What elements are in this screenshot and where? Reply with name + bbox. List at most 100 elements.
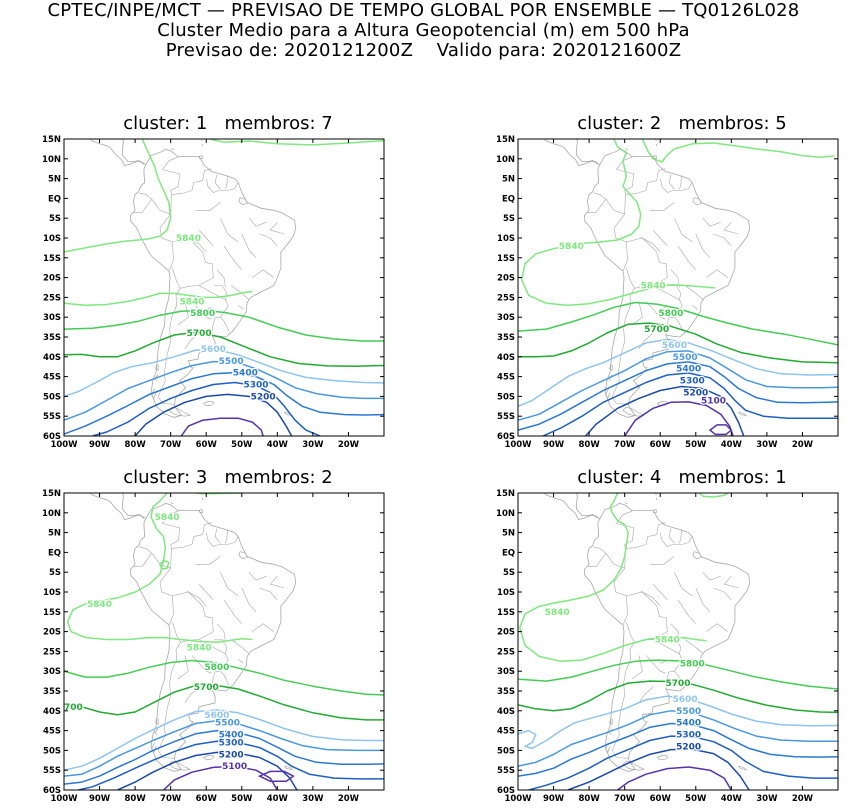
map-panel-4: 58405840580057005600550054005300520015N1… xyxy=(482,489,847,809)
country-border xyxy=(199,584,213,600)
contour-label: 5800 xyxy=(204,663,229,673)
contour-label: 5800 xyxy=(190,309,215,319)
country-border xyxy=(206,533,238,547)
lon-label: 100W xyxy=(50,440,78,450)
country-border xyxy=(685,640,703,654)
island-outline xyxy=(203,755,214,760)
lat-label: 25S xyxy=(497,647,515,657)
country-border xyxy=(679,529,681,543)
country-border xyxy=(206,179,238,193)
island-outline xyxy=(693,552,702,559)
contour-label: 5100 xyxy=(701,396,726,406)
contour-label: 5400 xyxy=(676,365,701,375)
lon-label: 80W xyxy=(125,440,147,450)
contour-layer xyxy=(64,139,384,436)
lon-label: 60W xyxy=(650,440,672,450)
contour-label: 5600 xyxy=(662,341,687,351)
island-outline xyxy=(202,139,203,141)
lat-label: 5N xyxy=(48,175,61,185)
country-border xyxy=(639,333,653,349)
lat-label: 5N xyxy=(502,175,515,185)
lat-label: 20S xyxy=(43,628,61,638)
country-border xyxy=(242,588,256,612)
contour-5840 xyxy=(210,139,384,145)
subtitle: Cluster Medio para a Altura Geopotencial… xyxy=(0,21,847,41)
island-outline xyxy=(171,149,174,151)
contour-5100 xyxy=(618,767,732,790)
island-outline xyxy=(203,401,214,406)
lat-label: 10N xyxy=(42,509,61,519)
lat-label: 30S xyxy=(43,667,61,677)
contour-label: 5840 xyxy=(187,643,212,653)
country-border xyxy=(593,547,625,568)
contour-label: 5500 xyxy=(219,357,244,367)
country-border xyxy=(217,270,226,288)
country-border xyxy=(238,305,243,309)
country-border xyxy=(703,218,721,226)
island-outline xyxy=(693,198,702,205)
map-layer xyxy=(518,113,750,417)
country-border xyxy=(588,199,606,212)
lat-label: 20S xyxy=(497,628,515,638)
country-border xyxy=(706,624,727,632)
panel-2-title: cluster: 2 membros: 5 xyxy=(512,113,847,134)
country-border xyxy=(632,655,643,679)
lat-label: 50S xyxy=(497,746,515,756)
lat-label: 5N xyxy=(48,529,61,539)
lat-label: 10S xyxy=(43,588,61,598)
lat-label: 55S xyxy=(43,412,61,422)
island-outline xyxy=(657,755,668,760)
island-outline xyxy=(239,552,248,559)
island-outline xyxy=(239,198,248,205)
country-border xyxy=(249,572,267,580)
country-border xyxy=(160,568,174,625)
central-america-coastline xyxy=(518,131,600,165)
lon-label: 50W xyxy=(231,440,253,450)
lat-label: 50S xyxy=(43,746,61,756)
country-border xyxy=(706,270,727,278)
country-border xyxy=(696,234,710,258)
contour-label: 5500 xyxy=(676,707,701,717)
country-border xyxy=(703,572,721,580)
country-border xyxy=(660,661,665,663)
island-outline xyxy=(656,493,657,495)
contour-5500 xyxy=(64,362,384,421)
island-outline xyxy=(606,389,611,399)
lat-label: 45S xyxy=(43,727,61,737)
lat-label: 55S xyxy=(497,766,515,776)
lat-label: 15N xyxy=(496,489,515,499)
lat-label: 15S xyxy=(43,608,61,618)
lat-label: 15S xyxy=(497,608,515,618)
lon-label: 40W xyxy=(721,440,743,450)
country-border xyxy=(653,584,667,600)
contour-label: 5300 xyxy=(219,738,244,748)
island-outline xyxy=(171,503,174,505)
lat-label: 30S xyxy=(43,313,61,323)
contour-5100 xyxy=(625,402,733,436)
country-border xyxy=(231,640,249,654)
country-border xyxy=(196,202,221,210)
country-border xyxy=(724,222,738,234)
contour-5840 xyxy=(64,292,252,306)
contour-5840 xyxy=(699,493,728,497)
country-border xyxy=(196,556,221,564)
lat-label: EQ xyxy=(502,194,515,204)
country-border xyxy=(714,588,732,600)
lon-label: 20W xyxy=(338,440,360,450)
lat-label: 25S xyxy=(497,293,515,303)
country-border xyxy=(685,286,703,300)
country-border xyxy=(696,588,710,612)
contour-label: 5840 xyxy=(176,234,201,244)
lon-label: 70W xyxy=(614,440,636,450)
country-border xyxy=(669,175,674,190)
contour-5100 xyxy=(710,425,731,435)
lat-label: 50S xyxy=(497,392,515,402)
lat-label: 50S xyxy=(43,392,61,402)
lat-label: 40S xyxy=(497,707,515,717)
country-border xyxy=(617,511,647,549)
contour-5300 xyxy=(92,383,320,437)
map-layer xyxy=(518,467,750,771)
lon-label: 60W xyxy=(196,440,218,450)
country-border xyxy=(215,529,220,544)
plot-frame xyxy=(64,139,384,436)
